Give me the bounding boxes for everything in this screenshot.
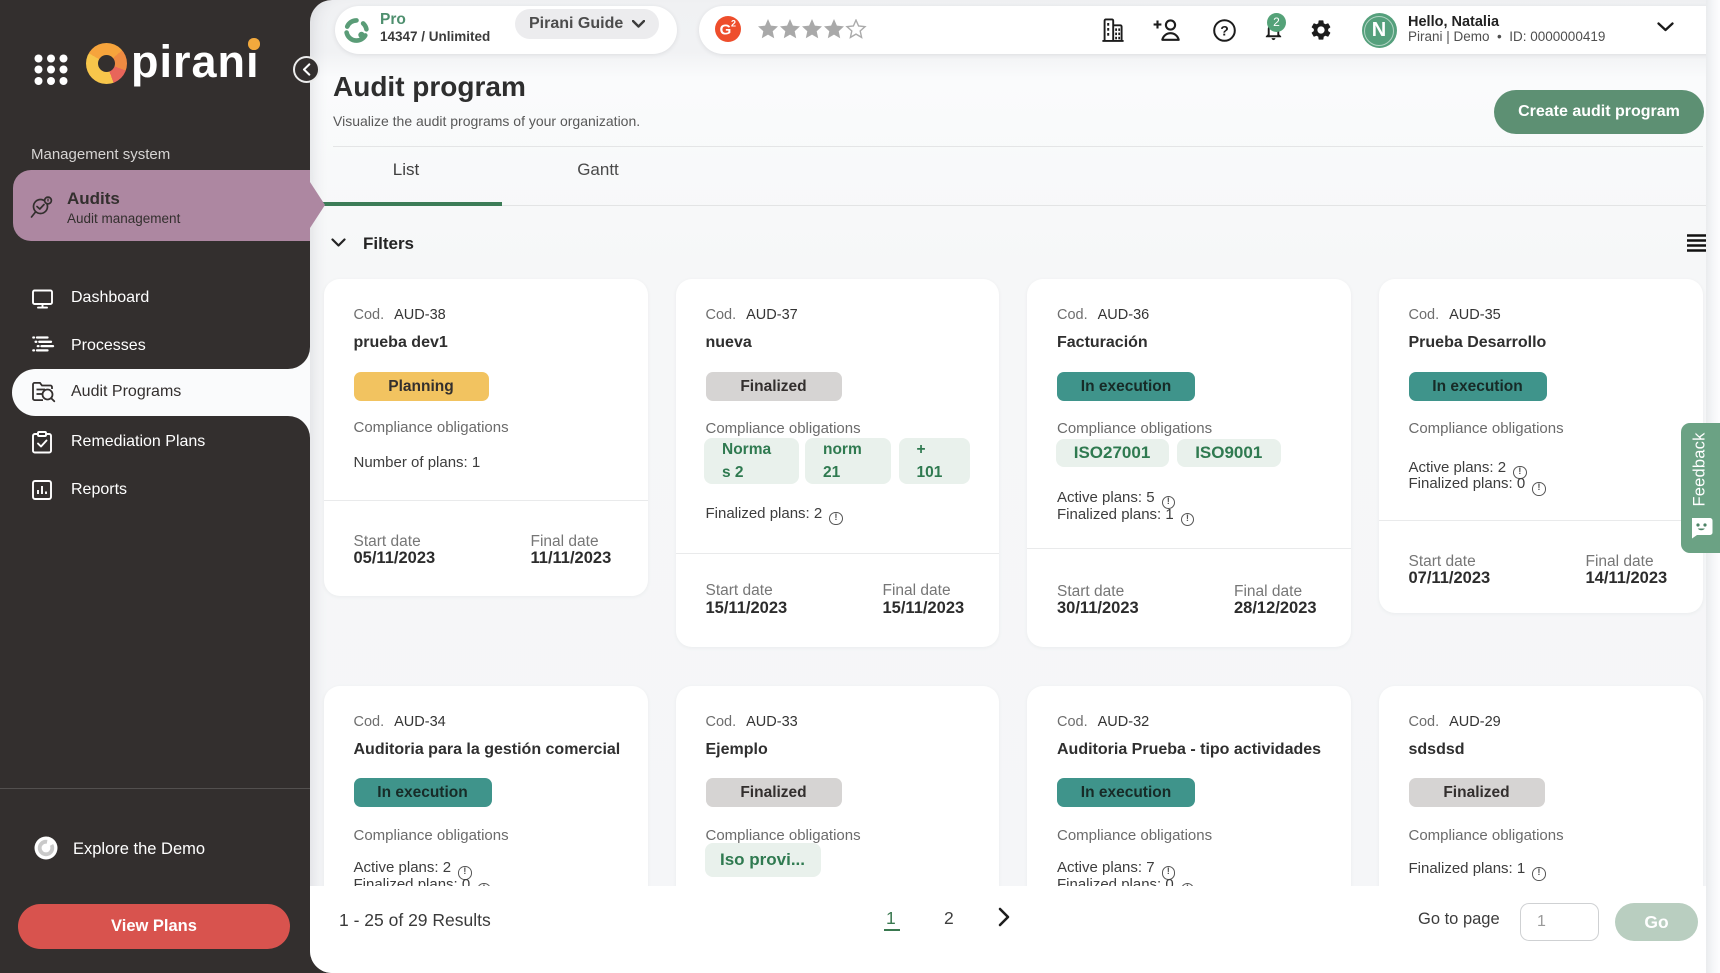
svg-text:G: G: [720, 22, 732, 39]
svg-text:2: 2: [731, 19, 736, 29]
svg-text:?: ?: [1220, 23, 1229, 39]
